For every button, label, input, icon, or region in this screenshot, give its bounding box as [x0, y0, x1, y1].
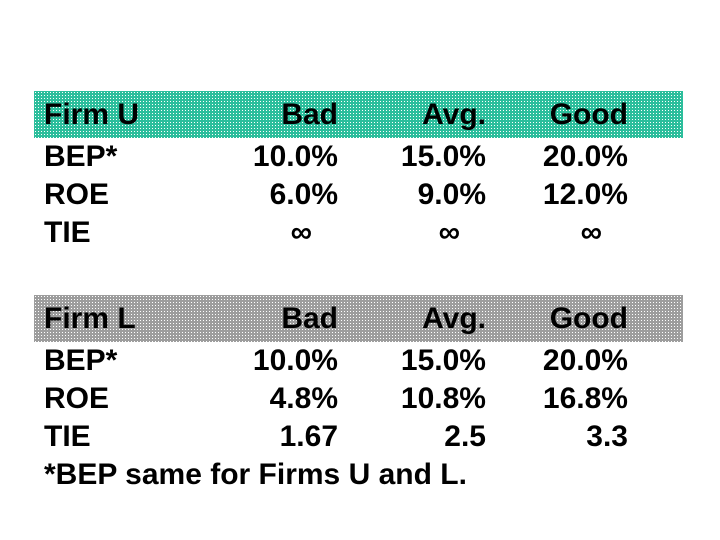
infinity-symbol: ∞	[580, 216, 602, 249]
row-value-good: 12.0%	[542, 178, 628, 211]
row-value-bad: 10.0%	[252, 344, 338, 377]
row-value-good: 16.8%	[542, 382, 628, 415]
infinity-symbol: ∞	[290, 216, 312, 249]
row-value-good: 20.0%	[542, 140, 628, 173]
firm-l-row-bep: BEP* 10.0% 15.0% 20.0%	[34, 342, 683, 380]
firm-u-col-bad: Bad	[281, 97, 338, 131]
firm-u-title: Firm U	[44, 97, 140, 131]
firm-u-row-bep: BEP* 10.0% 15.0% 20.0%	[34, 138, 683, 176]
firm-u-row-roe: ROE 6.0% 9.0% 12.0%	[34, 176, 683, 214]
row-value-avg: 10.8%	[400, 382, 486, 415]
row-value-avg: 9.0%	[417, 178, 486, 211]
row-label: ROE	[44, 178, 110, 211]
row-value-avg: 2.5	[444, 420, 486, 453]
row-label: ROE	[44, 382, 110, 415]
firm-l-row-tie: TIE 1.67 2.5 3.3	[34, 418, 683, 456]
firm-l-title: Firm L	[44, 301, 136, 335]
infinity-symbol: ∞	[438, 216, 460, 249]
bep-footnote: *BEP same for Firms U and L.	[44, 458, 467, 491]
firm-l-col-bad: Bad	[281, 301, 338, 335]
firm-l-col-avg: Avg.	[422, 301, 486, 335]
firm-l-header-row: Firm L Bad Avg. Good	[34, 295, 683, 342]
firm-u-table: Firm U Bad Avg. Good BEP* 10.0% 15.0% 20…	[34, 91, 683, 252]
firm-u-col-good: Good	[549, 97, 628, 131]
firm-l-row-roe: ROE 4.8% 10.8% 16.8%	[34, 380, 683, 418]
row-value-bad: 4.8%	[269, 382, 338, 415]
row-label: TIE	[44, 420, 91, 453]
row-label: BEP*	[44, 344, 118, 377]
row-value-bad: 10.0%	[252, 140, 338, 173]
row-value-avg: 15.0%	[400, 344, 486, 377]
row-label: TIE	[44, 216, 91, 249]
firm-u-col-avg: Avg.	[422, 97, 486, 131]
firm-l-col-good: Good	[549, 301, 628, 335]
row-label: BEP*	[44, 140, 118, 173]
firm-u-header-row: Firm U Bad Avg. Good	[34, 91, 683, 138]
row-value-good: 20.0%	[542, 344, 628, 377]
row-value-bad: 1.67	[279, 420, 338, 453]
row-value-good: 3.3	[586, 420, 628, 453]
firm-u-row-tie: TIE ∞ ∞ ∞	[34, 214, 683, 252]
row-value-avg: 15.0%	[400, 140, 486, 173]
firm-l-table: Firm L Bad Avg. Good BEP* 10.0% 15.0% 20…	[34, 295, 683, 494]
row-value-bad: 6.0%	[269, 178, 338, 211]
